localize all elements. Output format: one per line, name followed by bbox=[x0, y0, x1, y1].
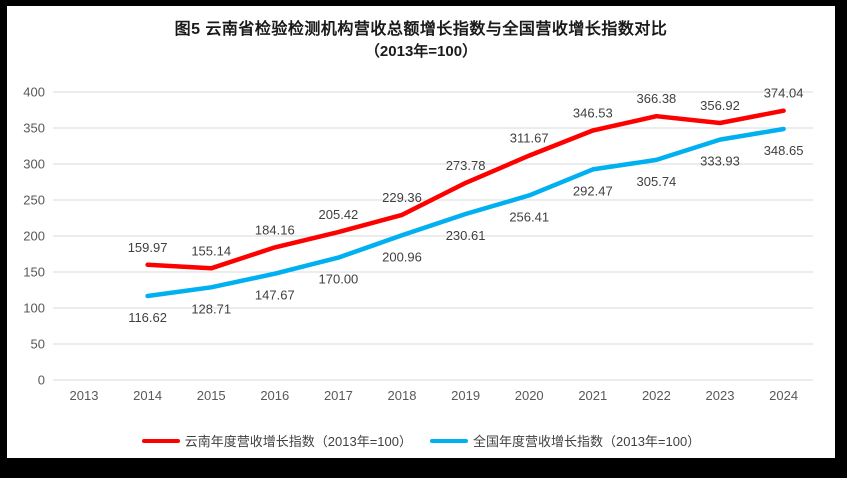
legend-label-national: 全国年度营收增长指数（2013年=100） bbox=[473, 434, 701, 449]
data-label: 170.00 bbox=[319, 272, 359, 287]
data-label: 159.97 bbox=[128, 240, 168, 255]
legend-item-national: 全国年度营收增长指数（2013年=100） bbox=[430, 431, 700, 450]
x-axis-tick: 2019 bbox=[451, 388, 480, 403]
data-label: 230.61 bbox=[446, 228, 486, 243]
data-label: 356.92 bbox=[700, 98, 740, 113]
data-label: 311.67 bbox=[510, 131, 549, 146]
x-axis-tick: 2013 bbox=[70, 388, 99, 403]
x-axis-tick: 2016 bbox=[260, 388, 289, 403]
data-label: 147.67 bbox=[255, 288, 295, 303]
data-label: 346.53 bbox=[573, 106, 613, 121]
data-label: 229.36 bbox=[382, 190, 422, 205]
data-label: 374.04 bbox=[764, 86, 804, 101]
legend-item-yunnan: 云南年度营收增长指数（2013年=100） bbox=[141, 431, 412, 450]
x-axis-tick: 2020 bbox=[515, 388, 544, 403]
chart-legend: 云南年度营收增长指数（2013年=100） 全国年度营收增长指数（2013年=1… bbox=[7, 431, 835, 450]
chart-title-line1: 图5 云南省检验检测机构营收总额增长指数与全国营收增长指数对比 bbox=[174, 21, 668, 38]
y-axis-tick: 50 bbox=[31, 337, 45, 352]
data-label: 305.74 bbox=[637, 174, 677, 189]
data-label: 292.47 bbox=[573, 183, 613, 198]
data-label: 200.96 bbox=[382, 249, 422, 264]
data-label: 184.16 bbox=[255, 222, 295, 237]
y-axis-tick: 350 bbox=[23, 121, 45, 136]
y-axis-tick: 150 bbox=[23, 265, 45, 280]
x-axis-tick: 2017 bbox=[324, 388, 353, 403]
y-axis-tick: 0 bbox=[38, 373, 45, 388]
data-label: 333.93 bbox=[700, 154, 740, 169]
chart-title: 图5 云南省检验检测机构营收总额增长指数与全国营收增长指数对比 （2013年=1… bbox=[7, 18, 835, 63]
x-axis-tick: 2022 bbox=[642, 388, 671, 403]
line-chart-plot-area: 0 50 100 150 200 250 300 350 400 2013 2014 2015 2016… bbox=[23, 85, 813, 403]
x-axis-tick: 2024 bbox=[769, 388, 798, 403]
chart-canvas: 图5 云南省检验检测机构营收总额增长指数与全国营收增长指数对比 （2013年=1… bbox=[7, 6, 835, 458]
x-axis-tick: 2018 bbox=[388, 388, 417, 403]
y-axis-tick: 300 bbox=[23, 157, 45, 172]
chart-title-line2: （2013年=100） bbox=[364, 43, 478, 61]
y-axis-tick: 100 bbox=[23, 301, 45, 316]
y-axis-tick: 200 bbox=[23, 229, 45, 244]
data-label: 116.62 bbox=[128, 310, 167, 325]
legend-label-yunnan: 云南年度营收增长指数（2013年=100） bbox=[184, 434, 412, 449]
x-axis-tick: 2014 bbox=[133, 388, 162, 403]
y-axis-tick: 400 bbox=[23, 85, 45, 100]
data-label: 128.71 bbox=[191, 301, 231, 316]
x-axis-tick: 2021 bbox=[578, 388, 607, 403]
data-label: 273.78 bbox=[446, 158, 486, 173]
data-label: 256.41 bbox=[509, 209, 549, 224]
series-line-0 bbox=[145, 108, 786, 271]
x-axis-tick: 2023 bbox=[706, 388, 735, 403]
national-series-swatch-icon bbox=[430, 438, 468, 443]
x-axis-tick: 2015 bbox=[197, 388, 226, 403]
data-label: 155.14 bbox=[191, 243, 231, 258]
yunnan-series-swatch-icon bbox=[141, 438, 180, 443]
data-label: 348.65 bbox=[764, 143, 804, 158]
data-label: 366.38 bbox=[637, 91, 677, 106]
y-axis-tick: 250 bbox=[23, 193, 45, 208]
data-label: 205.42 bbox=[319, 207, 359, 222]
series-line-1 bbox=[145, 126, 786, 299]
